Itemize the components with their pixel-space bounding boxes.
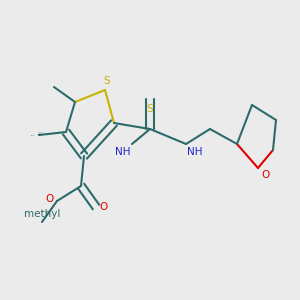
Text: O: O xyxy=(261,169,269,179)
Text: methyl: methyl xyxy=(38,134,42,135)
Text: NH: NH xyxy=(188,147,203,157)
Text: O: O xyxy=(99,202,107,212)
Text: O: O xyxy=(46,194,54,205)
Text: methyl: methyl xyxy=(39,132,44,134)
Text: S: S xyxy=(103,76,110,85)
Text: methyl: methyl xyxy=(38,134,42,135)
Text: S: S xyxy=(147,103,153,113)
Text: NH: NH xyxy=(115,147,130,157)
Text: methyl: methyl xyxy=(31,134,36,136)
Text: methyl: methyl xyxy=(24,209,60,219)
